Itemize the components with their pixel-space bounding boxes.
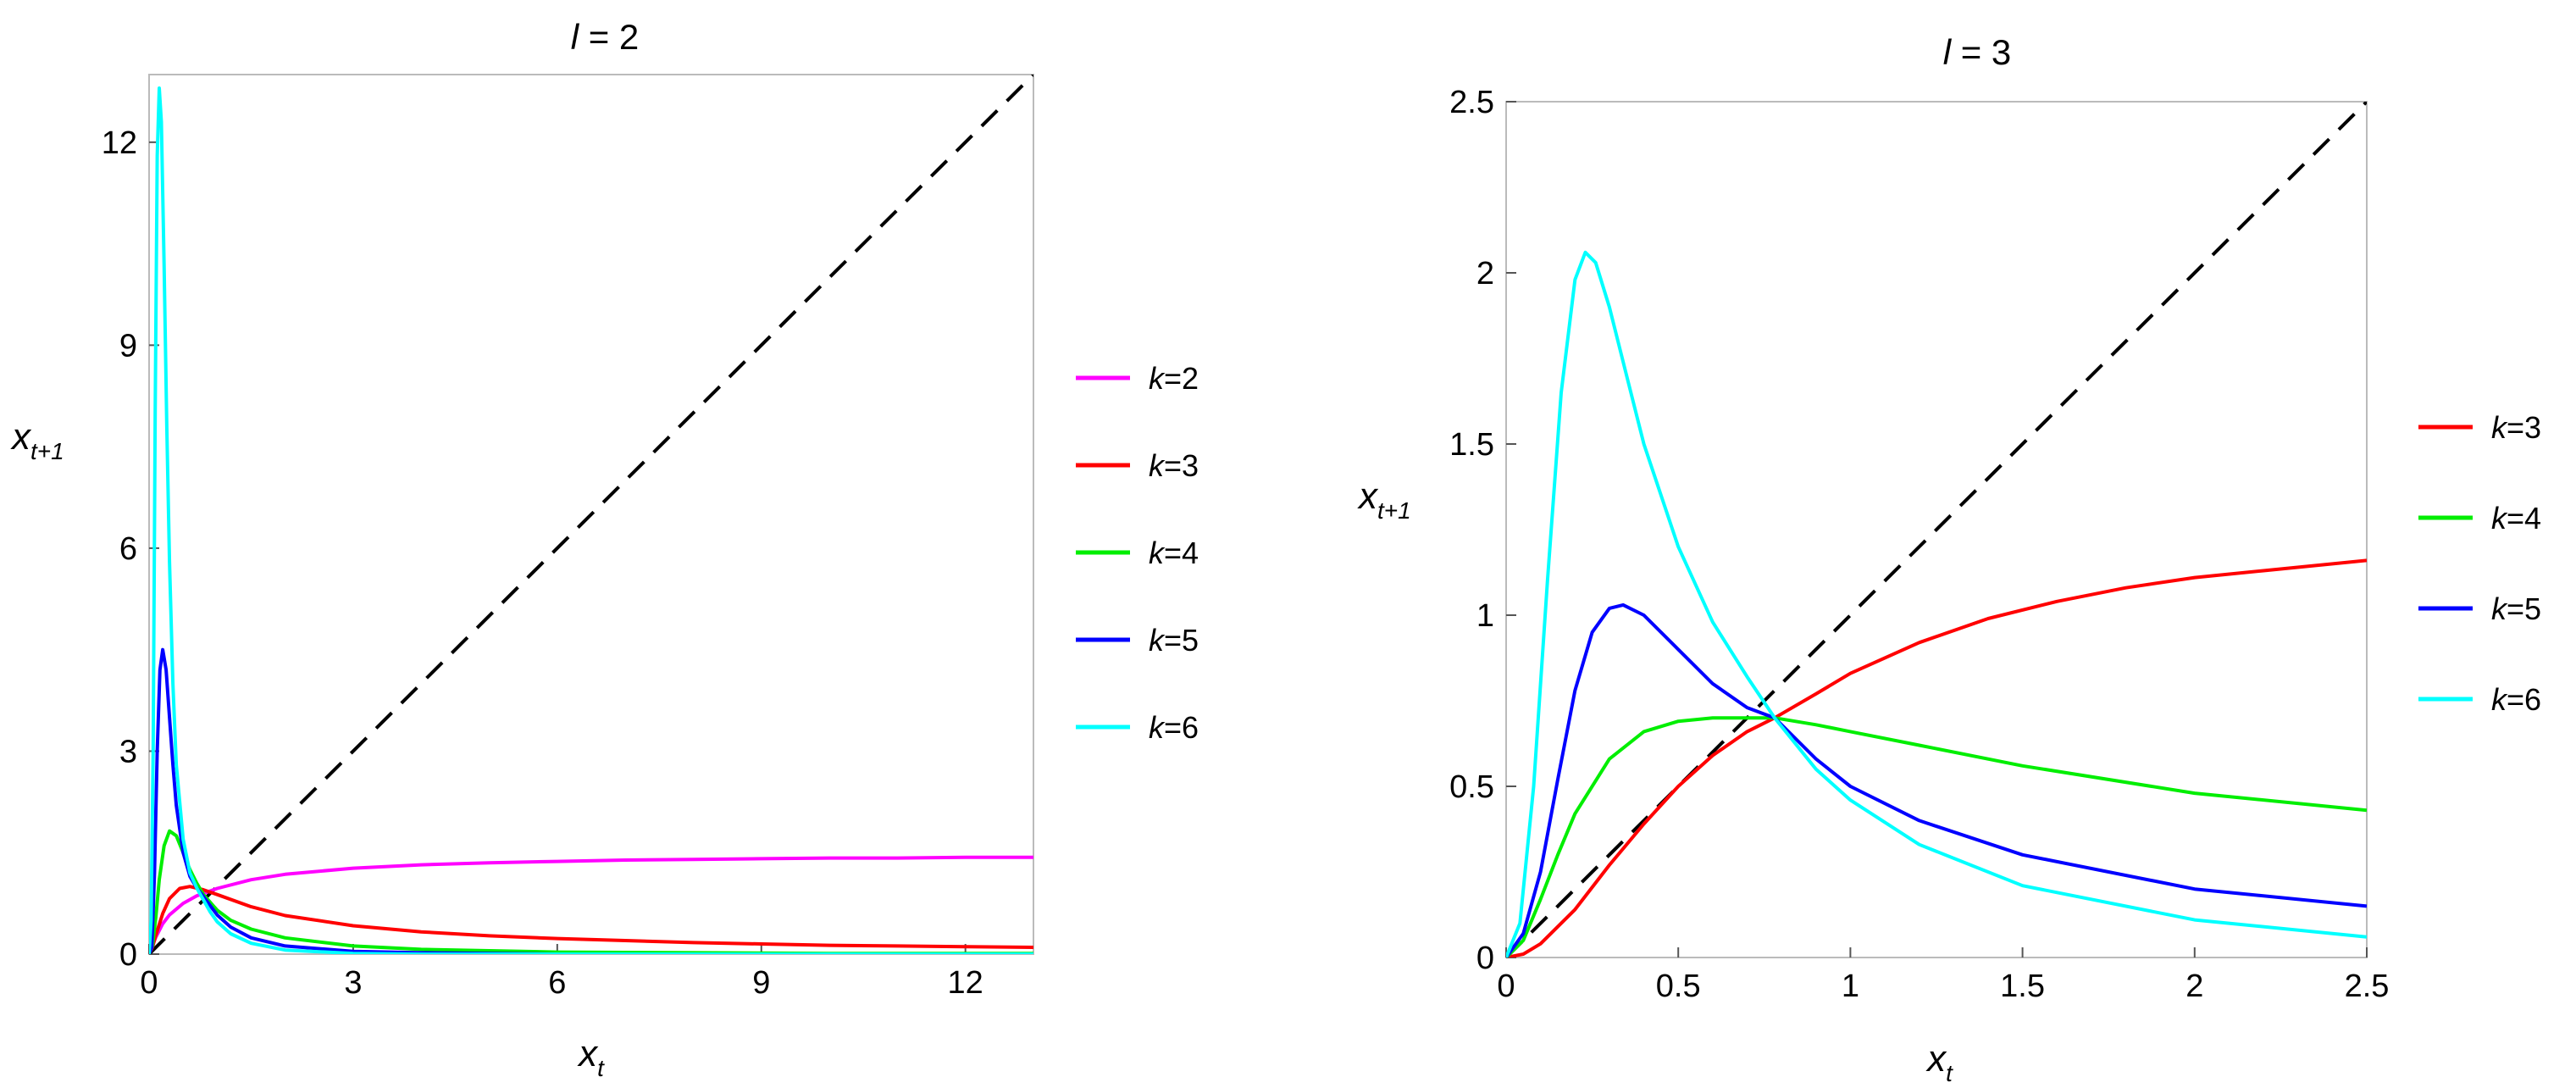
legend-label: k=4 [2491, 501, 2541, 536]
x-tick-label: 2 [2185, 969, 2203, 1004]
x-tick-label: 0 [1497, 969, 1515, 1004]
legend-label: k=3 [1149, 448, 1199, 483]
legend: k=2 k=3 k=4 k=5 k=6 [1076, 361, 1199, 745]
y-axis-label-var: x [1357, 475, 1379, 517]
x-axis-label-var: x [1925, 1038, 1947, 1080]
series-line-k5 [149, 647, 1033, 954]
x-axis-label-sub: t [1946, 1060, 1953, 1086]
legend-label: k=4 [1149, 536, 1199, 570]
legend: k=3 k=4 k=5 k=6 [2418, 410, 2541, 717]
y-axis: 0 3 6 9 12 [102, 125, 159, 973]
legend-label: k=3 [2491, 410, 2541, 445]
legend-label: k=6 [2491, 682, 2541, 717]
x-tick-label: 6 [548, 965, 566, 1001]
title-value: = 3 [1951, 32, 2011, 72]
x-tick-label: 12 [948, 965, 983, 1001]
series-line-k4 [1506, 716, 2367, 958]
x-axis: 0 0.5 1 1.5 2 2.5 [1497, 947, 2389, 1004]
x-tick-label: 3 [344, 965, 362, 1001]
plot-lines [149, 75, 1033, 954]
x-tick-label: 1.5 [2000, 969, 2045, 1004]
x-axis-label-var: x [577, 1033, 599, 1074]
legend-label: k=5 [1149, 623, 1199, 658]
legend-label: k=6 [1149, 710, 1199, 745]
y-tick-label: 0 [1476, 941, 1494, 976]
x-axis-label-sub: t [597, 1055, 605, 1081]
y-tick-label: 2 [1476, 256, 1494, 291]
y-tick-label: 0 [119, 937, 137, 973]
y-tick-label: 3 [119, 734, 137, 769]
y-tick-label: 0.5 [1449, 769, 1494, 805]
plot-frame [1505, 101, 2368, 958]
series-line-k3 [1506, 558, 2367, 958]
y-tick-label: 12 [102, 125, 137, 161]
identity-line [1506, 102, 2367, 958]
series-line-k2 [149, 855, 1033, 954]
legend-label: k=2 [1149, 361, 1199, 396]
x-tick-label: 0.5 [1656, 969, 1701, 1004]
y-tick-label: 2.5 [1449, 85, 1494, 120]
plot-lines [1506, 102, 2367, 958]
x-tick-label: 2.5 [2345, 969, 2390, 1004]
y-tick-label: 6 [119, 531, 137, 567]
y-axis-label-sub: t+1 [1377, 497, 1411, 524]
x-axis-label: xt [577, 1033, 605, 1081]
series-line-k4 [149, 829, 1033, 954]
title-variable: l [1943, 32, 1953, 72]
title-variable: l [571, 17, 580, 57]
x-tick-label: 1 [1842, 969, 1859, 1004]
title-value: = 2 [579, 17, 639, 57]
y-tick-label: 1 [1476, 598, 1494, 634]
legend-label: k=5 [2491, 591, 2541, 626]
series-line-k3 [149, 885, 1033, 954]
series-line-k6 [1506, 250, 2367, 958]
x-axis-label: xt [1925, 1038, 1953, 1086]
y-axis-label: xt+1 [1357, 475, 1411, 524]
y-axis: 0 0.5 1 1.5 2 2.5 [1449, 85, 1516, 976]
x-tick-label: 0 [140, 965, 158, 1001]
x-tick-label: 9 [752, 965, 770, 1001]
y-tick-label: 9 [119, 328, 137, 364]
chart-title: l = 2 [571, 17, 640, 57]
y-axis-label-sub: t+1 [30, 438, 64, 464]
y-tick-label: 1.5 [1449, 427, 1494, 463]
identity-line [149, 75, 1033, 954]
series-line-k6 [149, 86, 1033, 954]
y-axis-label: xt+1 [10, 416, 64, 464]
series-line-k5 [1506, 602, 2367, 958]
y-axis-label-var: x [10, 416, 32, 458]
chart-title: l = 3 [1943, 32, 2012, 72]
chart-l-3: l = 3 0 0.5 1 1.5 2 2.5 00.511.522.5 xt xt+1 … [1357, 32, 2541, 1086]
